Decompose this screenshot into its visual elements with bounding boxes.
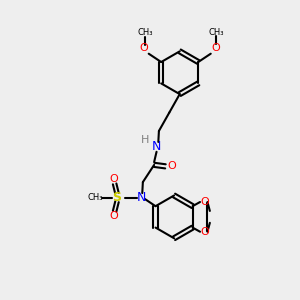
Text: CH₃: CH₃ (208, 28, 224, 37)
Text: O: O (200, 227, 209, 237)
Text: N: N (137, 191, 146, 204)
Text: N: N (152, 140, 161, 153)
Text: H: H (141, 136, 149, 146)
Text: CH₃: CH₃ (137, 28, 153, 38)
Text: CH₃: CH₃ (88, 193, 103, 202)
Text: O: O (139, 44, 148, 53)
Text: O: O (200, 197, 209, 207)
Text: O: O (110, 174, 118, 184)
Text: S: S (112, 191, 122, 204)
Text: O: O (167, 161, 176, 171)
Text: O: O (212, 44, 220, 53)
Text: O: O (110, 211, 118, 221)
